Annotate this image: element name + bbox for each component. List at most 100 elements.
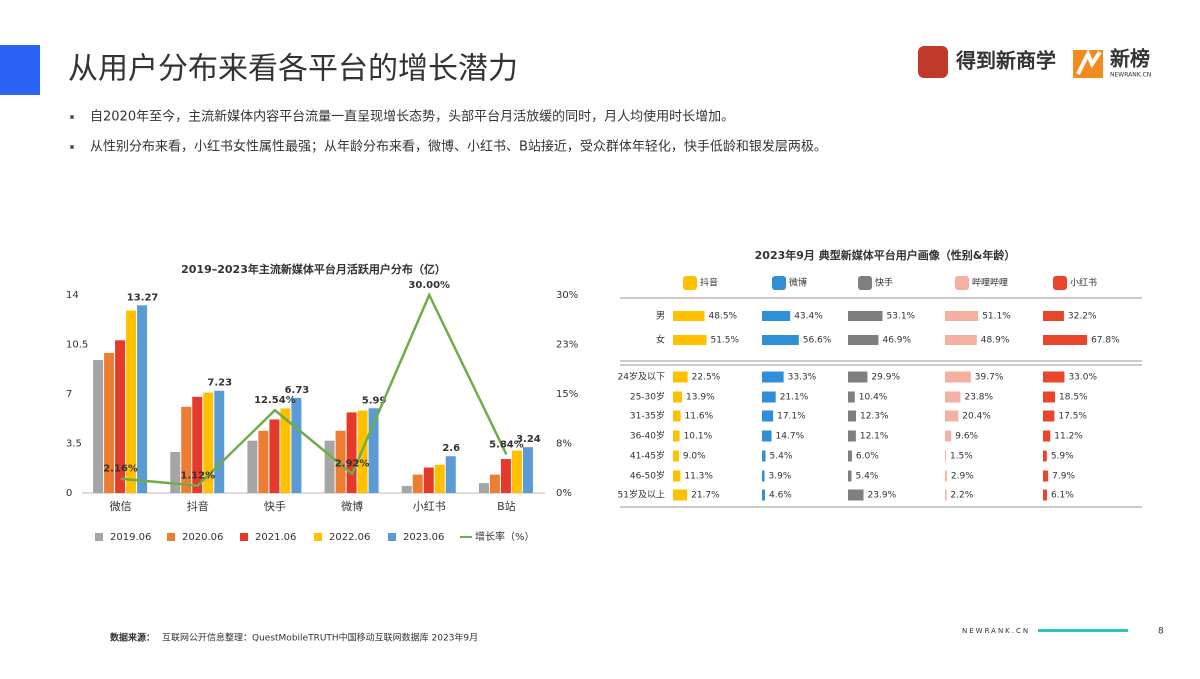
- logo-sub: NEWRANK.CN: [1110, 72, 1151, 79]
- data-label: 5.4%: [770, 452, 793, 462]
- data-label: 1.5%: [950, 452, 973, 462]
- bar: [848, 311, 883, 321]
- bar: [762, 470, 765, 482]
- chart-title: 2019–2023年主流新媒体平台月活跃用户分布（亿）: [181, 262, 446, 276]
- bar: [280, 408, 291, 493]
- legend-label: 2023.06: [403, 532, 444, 543]
- page-number: 8: [1158, 627, 1164, 637]
- bar: [673, 430, 680, 442]
- data-label: 23.8%: [964, 393, 993, 403]
- bar: [945, 470, 947, 482]
- platform-name: 微博: [789, 277, 807, 289]
- bar: [93, 360, 104, 493]
- bar: [762, 430, 772, 442]
- data-label: 10.4%: [859, 393, 888, 403]
- bar: [945, 489, 947, 501]
- bar: [945, 311, 979, 321]
- data-label: 39.7%: [975, 373, 1004, 383]
- bar: [673, 450, 679, 462]
- data-label: 48.9%: [981, 336, 1010, 346]
- x-tick-label: 微博: [341, 499, 363, 513]
- data-label: 56.6%: [803, 336, 832, 346]
- bar: [478, 483, 489, 493]
- bar: [1043, 410, 1055, 422]
- legend-label: 2020.06: [182, 532, 223, 543]
- bar: [203, 392, 214, 493]
- data-label: 3.24: [516, 434, 541, 445]
- bar: [192, 396, 203, 493]
- row-label: 24岁及以下: [618, 371, 665, 383]
- bar: [848, 450, 852, 462]
- x-tick-label: 小红书: [413, 500, 446, 513]
- data-label: 11.2%: [1054, 432, 1083, 442]
- bar: [269, 419, 280, 493]
- data-label: 7.9%: [1052, 472, 1075, 482]
- line-label: 5.84%: [489, 439, 524, 450]
- data-label: 23.9%: [868, 491, 897, 501]
- y-tick-label: 3.5: [66, 439, 82, 450]
- data-label: 20.4%: [962, 412, 991, 422]
- bar: [137, 305, 148, 493]
- logo-icon: [918, 46, 948, 78]
- bar: [445, 456, 456, 493]
- logo-text: 得到新商学: [955, 49, 1056, 73]
- bar: [945, 450, 946, 462]
- bar: [1043, 450, 1047, 462]
- data-label: 5.4%: [856, 472, 879, 482]
- line-label: 1.12%: [180, 471, 215, 482]
- bar: [346, 412, 357, 493]
- bar: [214, 390, 225, 493]
- data-label: 21.1%: [780, 393, 809, 403]
- data-label: 33.3%: [788, 373, 817, 383]
- bullet-text: 自2020年至今，主流新媒体内容平台流量一直呈现增长态势，头部平台月活放缓的同时…: [90, 109, 734, 125]
- footer-brand: NEWRANK.CN: [962, 627, 1030, 635]
- bullet-dot: [70, 115, 74, 119]
- bar: [762, 450, 766, 462]
- bar: [945, 410, 959, 422]
- bar: [104, 352, 115, 493]
- data-label: 2.9%: [951, 472, 974, 482]
- data-label: 46.9%: [882, 336, 911, 346]
- data-label: 21.7%: [691, 491, 720, 501]
- data-label: 11.6%: [685, 412, 714, 422]
- line-label: 2.92%: [335, 459, 370, 470]
- data-label: 29.9%: [871, 373, 900, 383]
- bar: [1043, 391, 1056, 403]
- bar: [945, 391, 961, 403]
- row-label: 36-40岁: [630, 430, 665, 442]
- bar: [368, 408, 379, 493]
- data-label: 3.9%: [769, 472, 792, 482]
- bar: [1043, 430, 1051, 442]
- bar: [762, 391, 776, 403]
- bar: [762, 410, 774, 422]
- data-label: 67.8%: [1091, 336, 1120, 346]
- bar: [247, 440, 258, 493]
- row-label: 31-35岁: [630, 410, 665, 422]
- data-label: 4.6%: [769, 491, 792, 501]
- growth-line: [120, 291, 508, 487]
- data-label: 6.1%: [1051, 491, 1074, 501]
- bar: [673, 410, 681, 422]
- bullet-text: 从性别分布来看，小红书女性属性最强；从年龄分布来看，微博、小红书、B站接近，受众…: [90, 139, 827, 155]
- data-label: 13.9%: [686, 393, 715, 403]
- bar: [762, 371, 784, 383]
- legend-swatch: [95, 533, 103, 541]
- y-tick-label: 0: [66, 488, 72, 499]
- data-label: 5.9%: [1051, 452, 1074, 462]
- data-label: 12.1%: [860, 432, 889, 442]
- bar: [945, 335, 977, 345]
- bar: [848, 410, 856, 422]
- data-label: 9.0%: [683, 452, 706, 462]
- data-label: 7.23: [207, 378, 232, 389]
- bar: [762, 489, 765, 501]
- row-label: 女: [656, 334, 665, 346]
- legend-swatch: [388, 533, 396, 541]
- bar: [1043, 311, 1064, 321]
- bar: [945, 371, 971, 383]
- legend-label: 增长率（%）: [475, 530, 535, 543]
- bar: [848, 371, 868, 383]
- bar: [423, 467, 434, 493]
- row-label: 男: [656, 311, 665, 322]
- bar: [258, 430, 269, 493]
- legend-swatch: [240, 533, 248, 541]
